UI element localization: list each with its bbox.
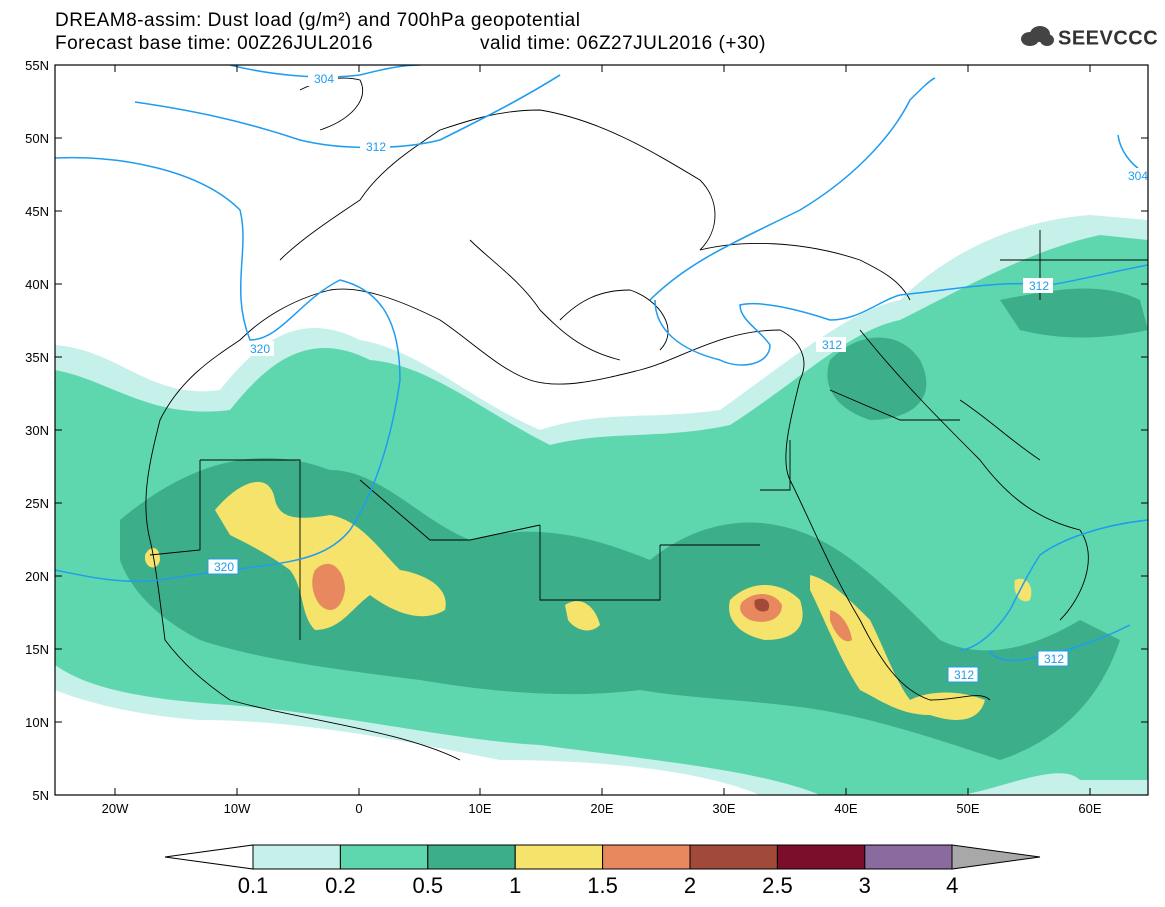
colorbar-label: 2 — [684, 873, 696, 898]
longitude-labels: 20W 10W 0 10E 20E 30E 40E 50E 60E — [102, 801, 1102, 816]
contour-label: 312 — [816, 337, 846, 352]
dust-area-1.5-redsea — [830, 610, 852, 642]
colorbar-segment — [514, 844, 604, 870]
colorbar-label: 4 — [946, 873, 958, 898]
contour-label: 312 — [360, 139, 390, 154]
colorbar: 0.1 0.2 0.5 1 1.5 2 2.5 3 4 — [164, 844, 1041, 898]
dust-area-2 — [754, 598, 770, 612]
contour-label: 304 — [1126, 168, 1148, 183]
forecast-base-time: Forecast base time: 00Z26JUL2016 — [55, 33, 374, 54]
colorbar-segment — [864, 844, 953, 870]
svg-text:304: 304 — [1128, 169, 1148, 183]
latitude-label: 25N — [25, 496, 49, 511]
contour-312-se — [989, 624, 1131, 662]
dust-area-1 — [215, 481, 446, 630]
colorbar-segment — [776, 844, 866, 870]
contour-312-south — [959, 519, 1148, 651]
colorbar-segment — [602, 844, 691, 870]
colorbar-label: 0.5 — [413, 873, 444, 898]
latitude-label: 10N — [25, 715, 49, 730]
svg-text:320: 320 — [250, 342, 270, 356]
longitude-label: 20W — [102, 801, 129, 816]
svg-text:312: 312 — [954, 668, 974, 682]
colorbar-label: 1.5 — [587, 873, 618, 898]
latitude-label: 35N — [25, 350, 49, 365]
svg-text:304: 304 — [314, 72, 334, 86]
latitude-label: 40N — [25, 277, 49, 292]
colorbar-segment — [427, 844, 516, 870]
svg-text:312: 312 — [822, 338, 842, 352]
colorbar-label: 1 — [509, 873, 521, 898]
dust-area-1-chad — [565, 601, 600, 631]
longitude-label: 10E — [468, 801, 491, 816]
latitude-label: 45N — [25, 204, 49, 219]
contour-label-group: 304 312 320 320 312 312 312 312 304 — [207, 71, 1148, 683]
axis-ticks — [55, 64, 1148, 796]
contour-label: 320 — [244, 341, 274, 356]
dust-area-1.5 — [312, 563, 345, 610]
valid-time: valid time: 06Z27JUL2016 (+30) — [480, 33, 766, 54]
latitude-label: 15N — [25, 642, 49, 657]
contour-304-west — [229, 65, 421, 78]
geopotential-contours — [55, 65, 1148, 662]
longitude-label: 0 — [355, 801, 362, 816]
colorbar-label: 3 — [859, 873, 871, 898]
dust-area-1-arabia — [1014, 578, 1032, 602]
svg-text:312: 312 — [1029, 279, 1049, 293]
longitude-label: 50E — [956, 801, 979, 816]
contour-label: 312 — [1023, 278, 1053, 293]
contour-label: 312 — [1037, 650, 1069, 667]
dust-area-1-west — [145, 548, 160, 568]
dust-field — [55, 65, 1148, 795]
contour-312-turkey — [649, 77, 936, 301]
svg-text:320: 320 — [214, 560, 234, 574]
colorbar-left-arrow — [164, 844, 254, 870]
latitude-label: 5N — [32, 788, 49, 803]
latitude-label: 20N — [25, 569, 49, 584]
colorbar-label: 2.5 — [762, 873, 793, 898]
colorbar-label: 0.1 — [238, 873, 269, 898]
contour-label: 304 — [308, 71, 338, 86]
seevccc-logo: SEEVCCC — [1020, 25, 1158, 53]
svg-text:312: 312 — [1044, 652, 1064, 666]
colorbar-right-arrow — [951, 844, 1041, 870]
dust-area-0.5-ne — [1000, 288, 1148, 338]
longitude-label: 10W — [224, 801, 251, 816]
contour-label: 312 — [947, 666, 979, 683]
contour-312-med — [439, 74, 561, 141]
longitude-label: 60E — [1078, 801, 1101, 816]
contour-label: 320 — [207, 558, 239, 575]
longitude-label: 20E — [590, 801, 613, 816]
latitude-label: 30N — [25, 423, 49, 438]
latitude-label: 50N — [25, 131, 49, 146]
latitude-label: 55N — [25, 58, 49, 73]
svg-text:312: 312 — [366, 140, 386, 154]
colorbar-segment — [689, 844, 778, 870]
cloud-icon — [1020, 25, 1054, 53]
latitude-labels: 55N 50N 45N 40N 35N 30N 25N 20N 15N 10N 5N — [25, 58, 49, 803]
longitude-label: 40E — [834, 801, 857, 816]
dust-area-1-redsea — [810, 575, 985, 720]
coastlines — [145, 77, 1148, 761]
colorbar-label: 0.2 — [325, 873, 356, 898]
logo-text: SEEVCCC — [1058, 27, 1159, 50]
title-line-1: DREAM8-assim: Dust load (g/m²) and 700hP… — [55, 10, 581, 31]
colorbar-segment — [252, 844, 341, 870]
contour-312-east — [55, 156, 401, 583]
colorbar-segment — [339, 844, 429, 870]
longitude-label: 30E — [712, 801, 735, 816]
